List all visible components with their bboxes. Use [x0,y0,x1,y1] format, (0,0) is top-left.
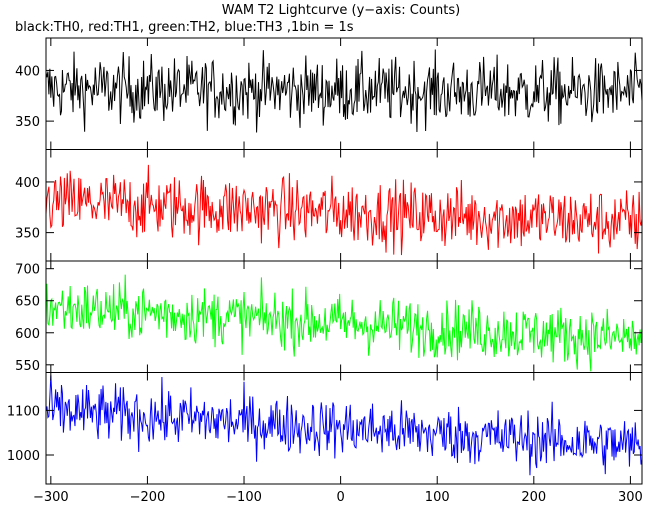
y-tick-label: 350 [15,227,40,242]
x-tick-label: 0 [336,490,344,505]
x-axis-ticks: −300 −200 −100 0 100 200 300 [33,38,643,505]
panel-th2: 550 600 650 700 [15,260,643,374]
chart-subtitle: black:TH0, red:TH1, green:TH2, blue:TH3 … [15,20,354,35]
panel-th1: 350 400 [15,149,643,262]
x-tick-label: 300 [618,490,643,505]
y-tick-label: 700 [15,263,40,278]
y-tick-label: 550 [15,359,40,374]
x-tick-label: −300 [33,490,69,505]
chart-title: WAM T2 Lightcurve (y−axis: Counts) [222,3,460,18]
series-line-th0 [46,49,642,133]
panel-th0: 350 400 [15,37,643,150]
x-tick-label: −200 [130,490,166,505]
panels-group: 350 400 350 400 550 600 650 700 1000 1100 [7,37,643,485]
y-tick-label: 350 [15,115,40,130]
y-tick-label: 400 [15,176,40,191]
series-line-th1 [46,164,642,256]
y-tick-label: 650 [15,295,40,310]
x-tick-label: −100 [226,490,262,505]
y-tick-label: 1000 [7,449,40,464]
y-tick-label: 400 [15,64,40,79]
y-tick-label: 1100 [7,404,40,419]
panel-th3: 1000 1100 [7,372,643,485]
series-line-th2 [46,274,642,372]
panel-frame-th3 [45,372,643,485]
y-tick-label: 600 [15,327,40,342]
x-tick-label: 200 [521,490,546,505]
x-tick-label: 100 [425,490,450,505]
series-line-th3 [46,375,642,476]
